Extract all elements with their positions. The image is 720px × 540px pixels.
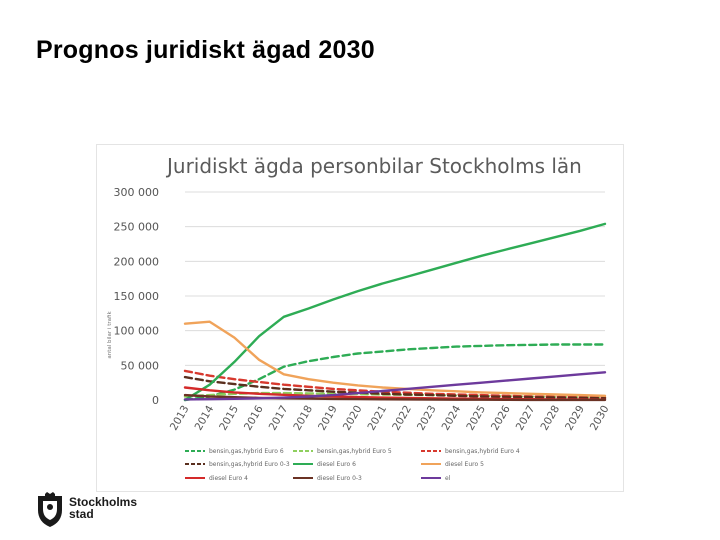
logo-line-1: Stockholms [69,495,138,509]
y-tick-label: 300 000 [114,186,160,199]
x-tick-label: 2014 [193,403,217,432]
legend-label: diesel Euro 6 [317,461,356,468]
x-tick-label: 2026 [489,403,513,432]
slide-title: Prognos juridiskt ägad 2030 [36,36,375,64]
x-tick-label: 2015 [217,404,241,433]
x-tick-label: 2029 [563,404,587,433]
legend-label: diesel Euro 4 [209,475,248,482]
series-lines [183,222,607,402]
legend-label: el [445,475,451,482]
x-tick-labels: 2013 2014 2015 2016 2017 2018 2019 2020 2021 2022… [168,403,612,432]
stockholm-logo: Stockholms stad [36,492,146,528]
stockholm-crest-icon [38,492,62,527]
chart-title: Juridiskt ägda personbilar Stockholms lä… [165,154,582,178]
x-tick-label: 2020 [341,404,365,433]
grid-lines [185,191,605,401]
x-tick-label: 2023 [415,404,439,433]
y-tick-label: 250 000 [114,221,160,234]
y-tick-label: 150 000 [114,290,160,303]
x-tick-label: 2021 [365,404,389,433]
series-line [183,371,607,401]
x-tick-label: 2022 [390,404,414,433]
series-line [183,369,607,399]
series-line [183,375,607,400]
y-tick-labels: 0 50 000 100 000 150 000 200 000 250 000 300 0… [114,186,160,407]
chart-panel: Juridiskt ägda personbilar Stockholms lä… [96,144,624,492]
logo-line-2: stad [69,507,94,521]
series-line [183,222,607,402]
x-tick-label: 2017 [267,404,291,433]
x-tick-label: 2027 [514,404,538,433]
logo-wordmark: Stockholms stad [69,496,159,520]
y-axis-label: antal bilar i trafik [107,311,113,359]
legend-label: bensin,gas,hybrid Euro 5 [317,448,392,455]
x-tick-label: 2016 [242,403,266,432]
legend: bensin,gas,hybrid Euro 6 bensin,gas,hybri… [185,448,520,482]
line-chart: Juridiskt ägda personbilar Stockholms lä… [107,154,612,482]
x-tick-label: 2028 [538,404,562,433]
legend-label: bensin,gas,hybrid Euro 6 [209,448,284,455]
x-tick-label: 2030 [588,404,612,433]
y-tick-label: 200 000 [114,255,160,268]
y-tick-label: 100 000 [114,325,160,338]
legend-label: bensin,gas,hybrid Euro 0-3 [209,461,290,468]
y-tick-label: 50 000 [121,359,160,372]
x-tick-label: 2025 [464,404,488,433]
x-tick-label: 2013 [168,404,192,433]
legend-label: bensin,gas,hybrid Euro 4 [445,448,520,455]
legend-label: diesel Euro 5 [445,461,484,468]
x-tick-label: 2019 [316,404,340,433]
x-tick-label: 2024 [440,403,464,432]
y-tick-label: 0 [152,394,159,407]
x-tick-label: 2018 [291,404,315,433]
series-line [183,320,607,398]
legend-label: diesel Euro 0-3 [317,475,362,482]
